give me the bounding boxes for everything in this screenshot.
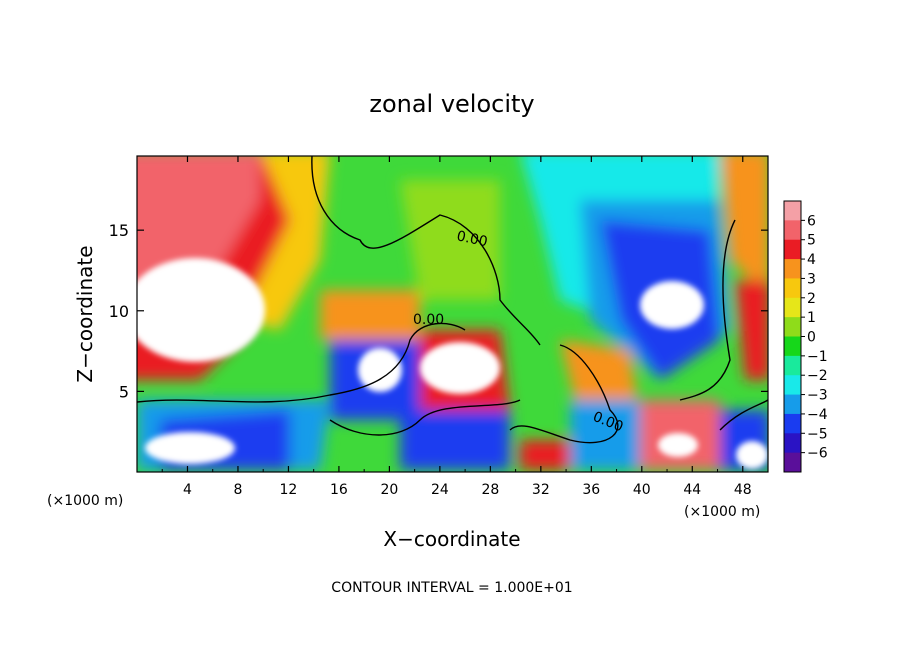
x-tick-label: 24	[431, 482, 449, 498]
colorbar-tick-label: 4	[807, 252, 816, 268]
z-unit-note: (×1000 m)	[47, 493, 123, 509]
colorbar-tick-label: −1	[807, 349, 828, 365]
colorbar: 6 5 4 3 2 1 0 −1 −2 −3 −4 −5 −6	[783, 200, 828, 473]
colorbar-swatch	[784, 413, 801, 434]
colorbar-tick-label: −2	[807, 368, 828, 384]
colorbar-tick-label: −4	[807, 407, 828, 423]
y-tick-label: 10	[109, 302, 129, 321]
x-unit-note: (×1000 m)	[684, 504, 760, 520]
x-tick-label: 16	[330, 482, 348, 498]
x-tick-label: 8	[233, 482, 242, 498]
colorbar-tick-label: −5	[807, 426, 828, 442]
colorbar-tick-label: 2	[807, 291, 816, 307]
contour-label: 0.00	[413, 312, 444, 328]
colorbar-tick-label: 3	[807, 271, 816, 287]
colorbar-tick-label: 0	[807, 330, 816, 346]
contour-label: 0.00	[455, 228, 489, 250]
colorbar-tick-label: −3	[807, 388, 828, 404]
colorbar-swatch	[784, 394, 801, 415]
plot-frame	[136, 155, 769, 473]
velocity-field	[137, 156, 768, 472]
x-axis: 4 8 12 16 20 24 28 32 36 40 44 48	[161, 156, 752, 498]
colorbar-swatch	[784, 259, 801, 279]
colorbar-swatch	[784, 297, 801, 318]
colorbar-swatch	[784, 317, 801, 337]
x-tick-label: 40	[633, 482, 651, 498]
colorbar-swatch	[784, 452, 801, 473]
contour-interval-note: CONTOUR INTERVAL = 1.000E+01	[331, 580, 572, 596]
colorbar-tick-label: −6	[807, 446, 828, 462]
colorbar-swatch	[784, 336, 801, 357]
chart-title: zonal velocity	[369, 90, 534, 118]
x-tick-label: 4	[183, 482, 192, 498]
colorbar-tick-label: 6	[807, 213, 816, 229]
y-axis: 5 10 15	[109, 221, 768, 401]
colorbar-swatch	[784, 375, 801, 396]
y-tick-label: 5	[119, 382, 129, 401]
x-tick-label: 32	[532, 482, 550, 498]
colorbar-swatch	[784, 433, 801, 454]
colorbar-tick-label: 5	[807, 233, 816, 249]
colorbar-swatch	[784, 201, 801, 221]
colorbar-swatch	[784, 278, 801, 299]
colorbar-tick-label: 1	[807, 310, 816, 326]
y-axis-label: Z−coordinate	[73, 245, 97, 382]
colorbar-swatch	[784, 239, 801, 260]
x-tick-label: 48	[734, 482, 752, 498]
x-tick-label: 12	[280, 482, 298, 498]
colorbar-swatch	[784, 220, 801, 241]
x-axis-label: X−coordinate	[383, 527, 520, 551]
x-tick-label: 36	[582, 482, 600, 498]
x-tick-label: 28	[481, 482, 499, 498]
x-tick-label: 20	[380, 482, 398, 498]
x-tick-label: 44	[683, 482, 701, 498]
y-tick-label: 15	[109, 221, 129, 240]
colorbar-swatch	[784, 355, 801, 376]
